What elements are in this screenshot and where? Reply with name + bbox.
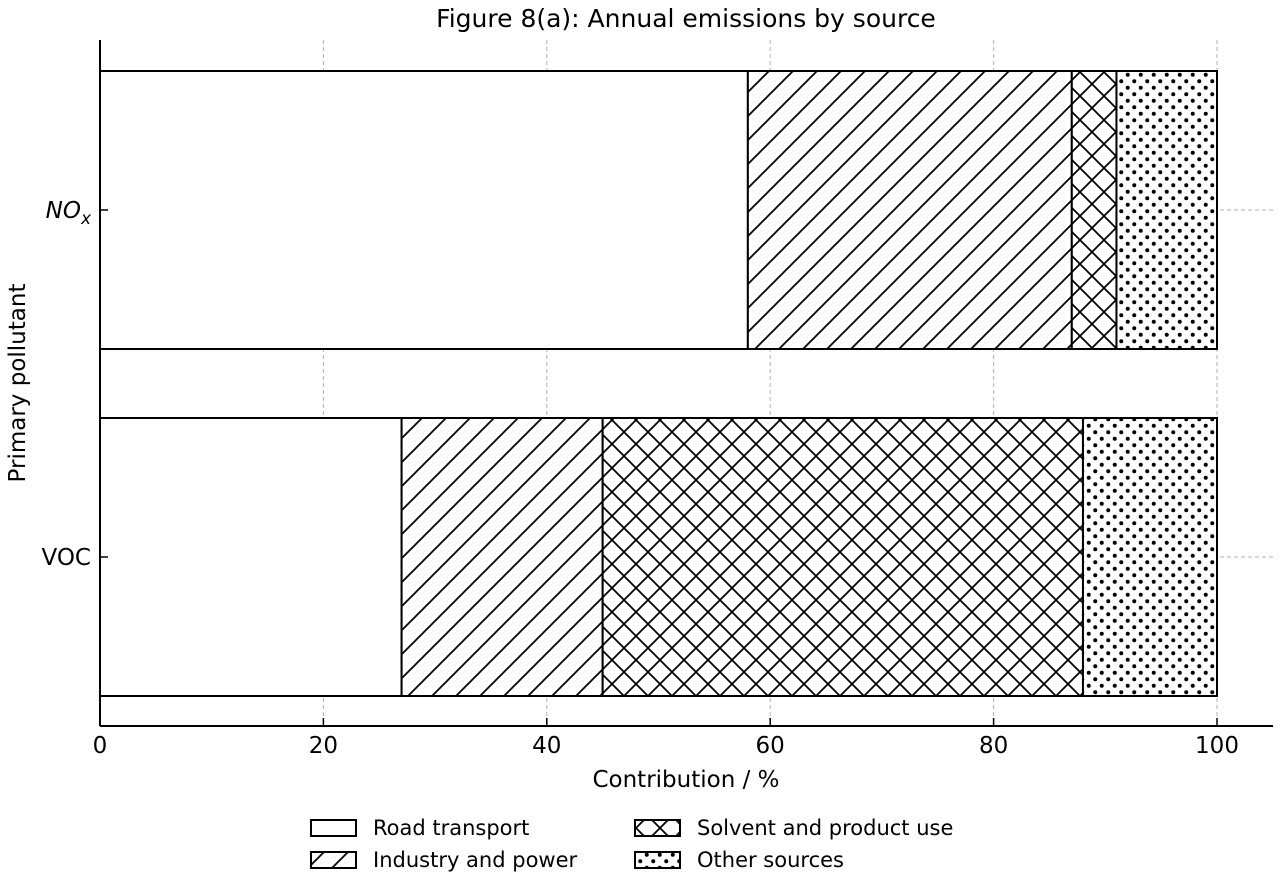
bar-segment bbox=[99, 417, 403, 697]
legend-swatch bbox=[310, 819, 357, 837]
y-tick-label: VOC bbox=[42, 545, 92, 571]
legend-swatch bbox=[310, 851, 357, 869]
legend-label: Solvent and product use bbox=[697, 816, 953, 840]
x-tick-label: 100 bbox=[1195, 733, 1239, 759]
legend-swatch bbox=[634, 851, 681, 869]
bar-segment bbox=[1070, 70, 1118, 350]
y-tick-label: NOx bbox=[46, 198, 92, 229]
x-axis-label: Contribution / % bbox=[592, 767, 779, 793]
legend-label: Road transport bbox=[373, 816, 529, 840]
legend: Road transport Industry and power Solvent … bbox=[310, 816, 953, 872]
axes: 0 20 40 60 80 100 NOx VOC bbox=[42, 40, 1273, 759]
legend-label: Other sources bbox=[697, 848, 844, 872]
x-tick-label: 60 bbox=[756, 733, 785, 759]
bar-segment bbox=[601, 417, 1084, 697]
bar-segment bbox=[400, 417, 604, 697]
legend-label: Industry and power bbox=[373, 848, 578, 872]
bar-segment bbox=[1081, 417, 1218, 697]
bar-segment bbox=[746, 70, 1073, 350]
x-tick-label: 80 bbox=[979, 733, 1008, 759]
bar-segment bbox=[1115, 70, 1218, 350]
y-axis-label: Primary pollutant bbox=[5, 284, 31, 483]
chart-title: Figure 8(a): Annual emissions by source bbox=[436, 4, 936, 33]
bars bbox=[99, 70, 1218, 697]
legend-swatch bbox=[634, 819, 681, 837]
x-tick-label: 0 bbox=[93, 733, 108, 759]
x-tick-label: 20 bbox=[309, 733, 338, 759]
bar-segment bbox=[99, 70, 749, 350]
x-tick-label: 40 bbox=[532, 733, 561, 759]
